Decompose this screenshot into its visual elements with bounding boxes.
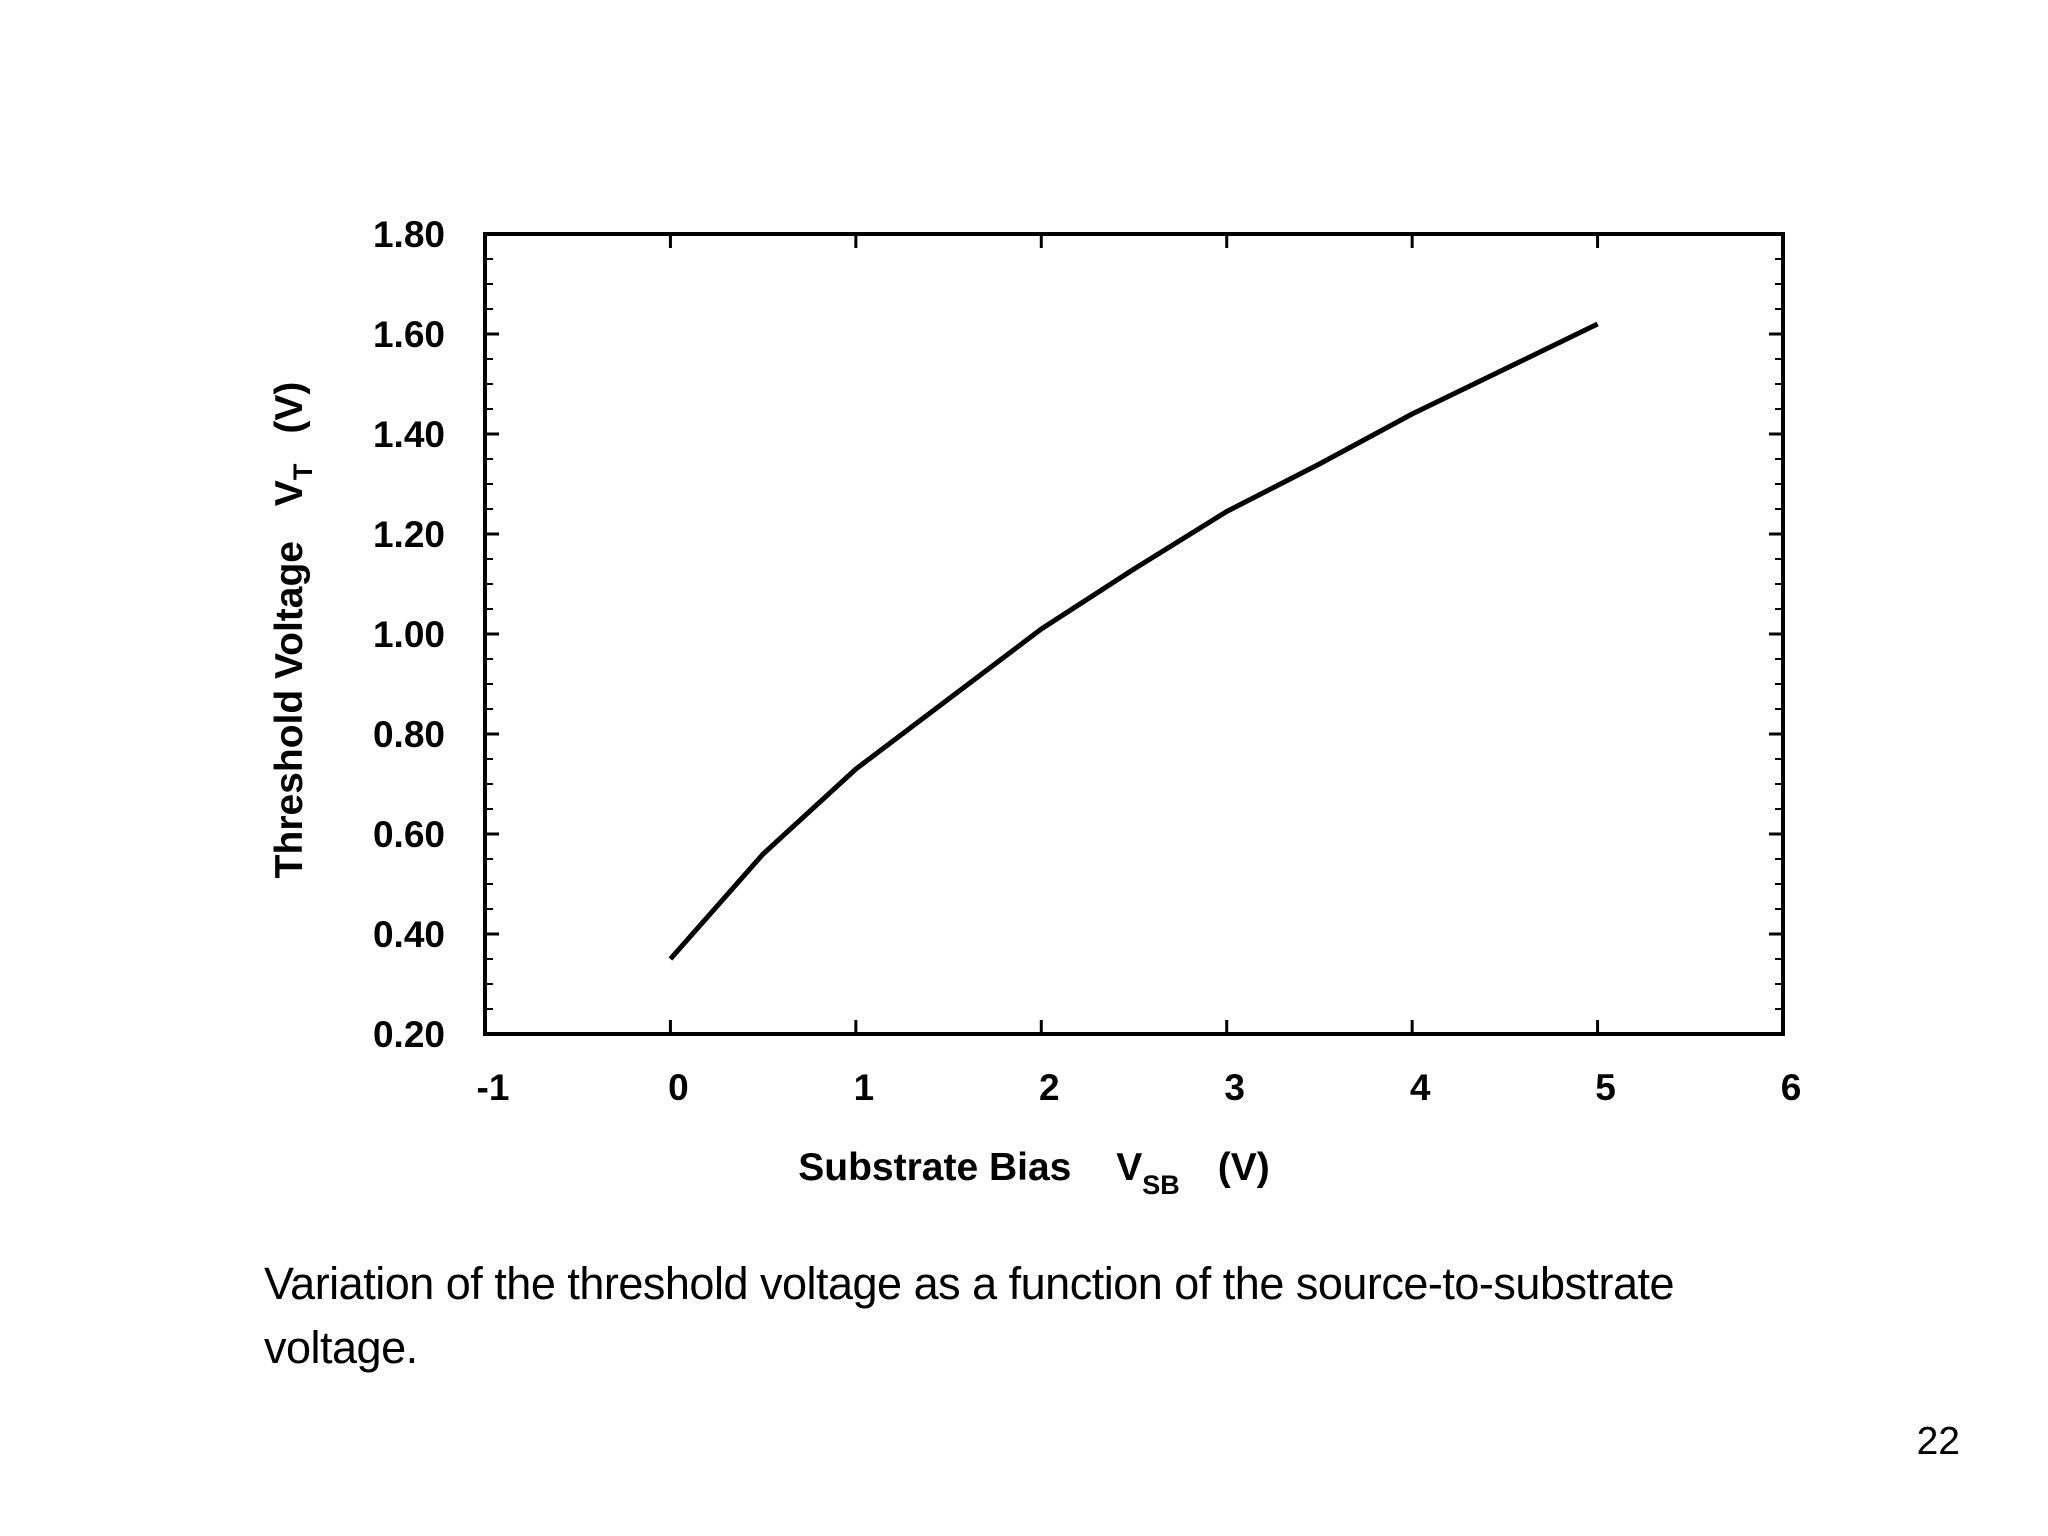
y-axis-title: Threshold Voltage VT (V) [268,382,318,879]
y-tick-label: 1.60 [373,314,445,355]
axis-ticks [483,232,1785,1036]
y-tick-label: 0.60 [373,814,445,855]
x-tick-label: 1 [854,1067,875,1108]
y-axis-unit: (V) [268,382,311,434]
x-tick-labels: -1 0 1 2 3 4 5 6 [477,1067,1802,1108]
figure-caption: Variation of the threshold voltage as a … [264,1258,1675,1373]
y-tick-label: 1.80 [373,214,445,255]
y-tick-label: 1.20 [373,514,445,555]
y-tick-label: 0.20 [373,1014,445,1055]
threshold-voltage-line [668,321,1599,961]
x-tick-label: 5 [1595,1067,1616,1108]
y-tick-label: 0.40 [373,914,445,955]
page-number: 22 [1916,1420,1960,1463]
x-tick-label: 0 [668,1067,689,1108]
y-axis-var-subscript: T [288,463,318,480]
x-tick-label: 4 [1410,1067,1431,1108]
y-tick-label: 1.00 [373,614,445,655]
plot-frame [483,232,1785,1036]
x-tick-label: 2 [1039,1067,1060,1108]
x-tick-label: 3 [1224,1067,1245,1108]
x-axis-var: V [1116,1146,1142,1189]
series-layer [668,321,1599,961]
y-tick-labels: 1.80 1.60 1.40 1.20 1.00 0.80 0.60 0.40 0.20 [373,214,445,1055]
y-axis-var: V [268,480,311,506]
x-tick-label: 6 [1781,1067,1802,1108]
y-axis-title-main: Threshold Voltage [268,541,311,878]
x-axis-title-main: Substrate Bias [798,1146,1071,1189]
y-tick-label: 1.40 [373,414,445,455]
x-axis-title: Substrate Bias VSB (V) [798,1146,1269,1200]
x-axis-unit: (V) [1218,1146,1270,1189]
x-tick-label: -1 [477,1067,510,1108]
y-tick-label: 0.80 [373,714,445,755]
x-axis-var-subscript: SB [1142,1170,1180,1200]
